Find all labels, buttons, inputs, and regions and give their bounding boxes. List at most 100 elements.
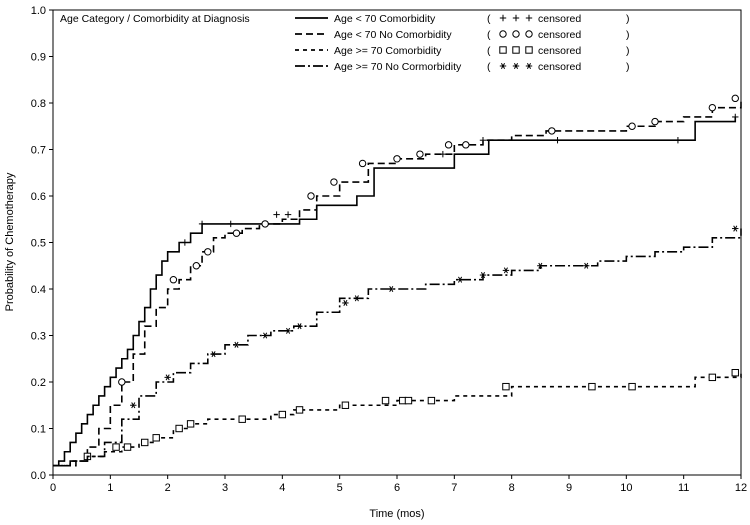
censor-mark-circle [393,155,401,163]
censor-mark-plus [512,14,520,22]
censor-mark-circle [731,94,739,103]
legend-censor-symbols [499,14,533,22]
censor-mark-circle [192,262,201,270]
censor-mark-asterisk [233,341,240,348]
legend-paren-close: ) [626,29,630,41]
censor-mark-plus [181,239,189,246]
censor-mark-plus [198,220,206,228]
censor-mark-asterisk [130,402,137,409]
censor-mark-circle [651,117,659,126]
y-tick-label: 0.3 [31,331,46,343]
censor-mark-plus [284,211,292,218]
censor-mark-circle [444,141,453,149]
censor-mark-square [588,382,596,391]
series-1 [53,94,742,467]
censor-mark-asterisk [456,276,464,283]
censor-mark-circle [204,248,212,256]
series-0 [53,113,739,467]
censor-mark-square [708,373,717,382]
censor-mark-plus [499,14,507,22]
y-tick-label: 0.6 [31,191,46,203]
censor-mark-asterisk [261,332,269,339]
legend-censored-label: censored [538,13,581,25]
x-tick-label: 9 [566,482,572,494]
x-axis-title: Time (mos) [369,508,424,520]
x-tick-label: 0 [50,482,56,494]
y-tick-label: 0.0 [31,470,46,482]
legend-entry: Age >= 70 Comorbidity (censored) [295,45,630,57]
censor-mark-circle [232,229,241,237]
censor-mark-asterisk [164,374,171,381]
series-3 [53,225,742,467]
x-tick-label: 11 [678,482,689,494]
y-tick-label: 0.7 [31,145,46,157]
censor-mark-square [278,410,287,419]
legend: Age Category / Comorbidity at Diagnosis … [60,13,630,73]
censor-mark-asterisk [342,299,349,306]
censor-mark-circle [548,127,556,135]
legend-series-name: Age < 70 Comorbidity [334,13,436,25]
x-tick-label: 1 [107,482,113,494]
censor-mark-plus [273,211,280,218]
y-tick-label: 0.4 [31,284,46,296]
censor-mark-plus [525,14,533,22]
censor-mark-circle [307,192,315,200]
censor-mark-plus [674,137,682,144]
legend-series-name: Age >= 70 No Cormorbidity [334,61,462,73]
y-tick-label: 0.1 [31,424,46,436]
legend-paren-close: ) [626,13,630,25]
censor-mark-square [238,415,246,423]
censor-mark-asterisk [499,62,507,70]
censor-mark-square [186,420,195,428]
censor-mark-square [341,401,350,409]
censor-mark-asterisk [732,225,739,232]
x-tick-label: 5 [337,482,343,494]
y-tick-label: 0.9 [31,52,46,64]
censor-mark-asterisk [284,327,292,334]
legend-entry: Age < 70 Comorbidity ( censored) [295,13,630,25]
series-layer [53,94,742,467]
y-axis-title: Probability of Chemotherapy [4,172,16,311]
censor-mark-square [512,46,520,54]
legend-censored-label: censored [538,29,581,41]
legend-title: Age Category / Comorbidity at Diagnosis [60,13,250,25]
legend-censored-label: censored [538,45,581,57]
censor-mark-asterisk [502,267,510,274]
legend-series-name: Age >= 70 Comorbidity [334,45,442,57]
censor-mark-square [141,438,149,447]
censor-mark-circle [358,159,367,168]
censor-mark-asterisk [479,272,487,279]
censor-mark-square [112,443,120,451]
y-axis: 0.0 0.1 0.2 0.3 0.4 0.5 0.6 0.7 0.8 0.9 1.0 [31,5,53,482]
censor-mark-square [175,424,183,433]
x-tick-label: 8 [509,482,515,494]
censor-mark-asterisk [210,351,217,358]
censor-mark-square [295,406,304,414]
legend-paren-open: ( [487,13,491,25]
legend-censor-symbols [499,46,533,54]
series-2 [53,369,742,467]
censor-mark-circle [169,276,178,284]
x-tick-label: 4 [279,482,285,494]
y-tick-label: 0.8 [31,98,46,110]
legend-entry: Age < 70 No Comorbidity (censored) [295,29,630,41]
censor-mark-circle [261,220,269,228]
legend-paren-open: ( [487,61,491,73]
censor-mark-asterisk [353,295,361,302]
x-tick-label: 12 [735,482,747,494]
censor-mark-square [152,434,160,442]
censor-mark-square [381,396,390,405]
x-tick-label: 2 [165,482,171,494]
y-tick-label: 0.2 [31,377,46,389]
legend-paren-open: ( [487,29,491,41]
censor-mark-square [731,369,739,377]
censor-mark-asterisk [512,62,520,70]
censor-mark-circle [628,122,636,130]
censor-mark-square [525,46,533,54]
censor-mark-circle [416,150,424,158]
x-tick-label: 3 [222,482,228,494]
censor-mark-square [499,46,507,54]
plot-frame [52,9,742,476]
censor-mark-asterisk [388,285,395,293]
